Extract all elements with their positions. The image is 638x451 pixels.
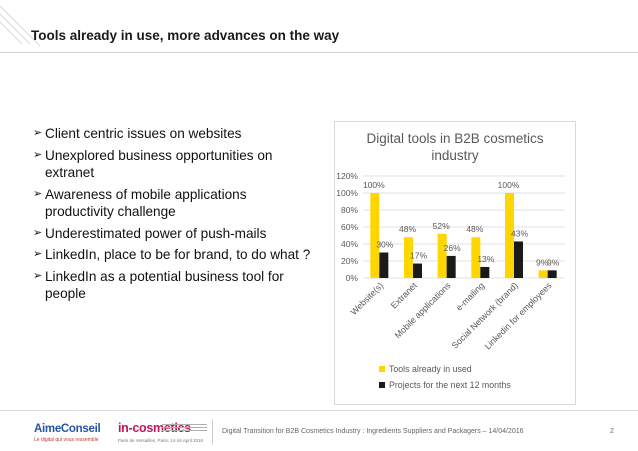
y-tick-label: 0%	[346, 273, 359, 283]
y-tick-label: 20%	[341, 256, 358, 266]
data-label: 100%	[363, 180, 385, 190]
x-tick-label: e-mailing	[454, 280, 486, 312]
arrow-bullet-icon: ➢	[33, 148, 43, 161]
bar-projects-next-12-months	[547, 270, 557, 278]
bar-projects-next-12-months	[413, 263, 422, 278]
y-tick-label: 100%	[336, 188, 358, 198]
bar-tools-in-use	[538, 270, 548, 278]
legend-label: Tools already in used	[389, 364, 472, 374]
bar-tools-in-use	[404, 237, 413, 278]
chart-title: Digital tools in B2B cosmetics	[366, 131, 543, 146]
footer-separator	[212, 419, 213, 445]
bar-projects-next-12-months	[446, 255, 456, 278]
chart-title: industry	[431, 148, 479, 163]
x-tick-label: Website(s)	[349, 280, 386, 317]
bar-chart: Digital tools in B2B cosmetics industry 0%…	[336, 131, 565, 390]
corner-decoration	[0, 5, 41, 47]
arrow-bullet-icon: ➢	[33, 226, 43, 239]
bullet-list: ➢ Client centric issues on websites ➢ Unex…	[33, 125, 318, 307]
bullet-item: ➢ Underestimated power of push-mails	[33, 225, 318, 243]
bar-tools-in-use	[370, 193, 380, 278]
y-tick-label: 120%	[336, 171, 358, 181]
y-tick-label: 80%	[341, 205, 358, 215]
data-label: 9%	[536, 257, 549, 267]
y-tick-label: 60%	[341, 222, 358, 232]
bar-projects-next-12-months	[480, 266, 490, 278]
bar-tools-in-use	[505, 193, 514, 278]
in-cosmetics-subtitle: Paris de Versailles, Paris, 14-16 April …	[118, 438, 204, 443]
arrow-bullet-icon: ➢	[33, 127, 43, 139]
chart-container: Digital tools in B2B cosmetics industry 0%…	[334, 121, 576, 405]
arrow-bullet-icon: ➢	[33, 248, 43, 260]
bullet-text: LinkedIn, place to be for brand, to do w…	[45, 247, 311, 262]
bar-tools-in-use	[437, 233, 447, 278]
bullet-text: Awareness of mobile applications product…	[45, 186, 247, 220]
legend-label: Projects for the next 12 months	[389, 380, 511, 390]
slide-title: Tools already in use, more advances on t…	[31, 28, 340, 43]
x-tick-label: Extranet	[389, 280, 420, 311]
arrow-bullet-icon: ➢	[33, 269, 43, 282]
bullet-item: ➢ Client centric issues on websites	[33, 125, 318, 143]
aimeconseil-logo: AimeConseil	[34, 423, 101, 435]
data-label: 43%	[511, 228, 528, 238]
data-label: 48%	[466, 224, 483, 234]
bar-projects-next-12-months	[514, 241, 523, 278]
data-label: 48%	[399, 224, 416, 234]
bullet-item: ➢ LinkedIn, place to be for brand, to do …	[33, 246, 318, 264]
footer-text: Digital Transition for B2B Cosmetics Ind…	[222, 428, 524, 435]
x-tick-label: Social Network (brand)	[450, 280, 520, 350]
x-tick-label: Linkedin for employees	[483, 280, 554, 351]
footer-divider	[0, 410, 638, 411]
aimeconseil-tagline: Le digital qui vous ressemble	[34, 437, 99, 443]
y-tick-label: 40%	[341, 239, 358, 249]
data-label: 52%	[433, 221, 450, 231]
bar-projects-next-12-months	[379, 252, 389, 278]
data-label: 17%	[410, 251, 427, 261]
x-tick-label: Mobile applications	[393, 280, 453, 340]
legend-swatch	[379, 382, 385, 388]
page-number: 2	[610, 428, 614, 435]
legend-swatch	[379, 366, 385, 372]
bullet-item: ➢ Unexplored business opportunities on ex…	[33, 147, 318, 182]
bullet-item: ➢ LinkedIn as a potential business tool f…	[33, 268, 318, 303]
data-label: 100%	[498, 180, 520, 190]
bullet-text: Unexplored business opportunities on ext…	[45, 147, 273, 181]
data-label: 26%	[444, 243, 461, 253]
data-label: 9%	[547, 257, 560, 267]
bullet-item: ➢ Awareness of mobile applications produc…	[33, 186, 318, 221]
arrow-bullet-icon: ➢	[33, 187, 43, 200]
bullet-text: LinkedIn as a potential business tool fo…	[45, 268, 284, 302]
bullet-text: Client centric issues on websites	[45, 126, 242, 141]
bar-tools-in-use	[471, 237, 481, 278]
data-label: 13%	[477, 254, 494, 264]
title-divider	[0, 52, 638, 53]
in-cosmetics-logo-lines	[162, 424, 207, 434]
data-label: 30%	[376, 240, 393, 250]
bullet-text: Underestimated power of push-mails	[45, 225, 267, 241]
